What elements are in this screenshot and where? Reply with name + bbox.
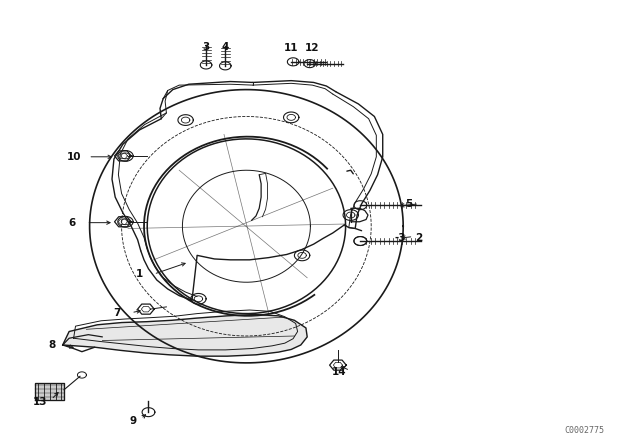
Text: 12: 12	[305, 43, 319, 53]
Text: 11: 11	[284, 43, 298, 53]
Text: 3: 3	[202, 42, 210, 52]
Text: 4: 4	[221, 42, 229, 52]
Polygon shape	[63, 314, 307, 356]
Text: 7: 7	[113, 308, 120, 318]
Text: 6: 6	[68, 218, 76, 228]
Text: 1: 1	[136, 269, 143, 279]
Text: 2: 2	[415, 233, 422, 243]
Text: -3: -3	[395, 233, 406, 243]
Text: 9: 9	[129, 416, 137, 426]
Text: 8: 8	[49, 340, 56, 350]
Text: 10: 10	[67, 152, 81, 162]
Text: C0002775: C0002775	[564, 426, 605, 435]
Text: 13: 13	[33, 397, 47, 407]
Text: 14: 14	[332, 367, 346, 377]
Text: 5: 5	[404, 199, 412, 209]
Polygon shape	[35, 383, 64, 400]
